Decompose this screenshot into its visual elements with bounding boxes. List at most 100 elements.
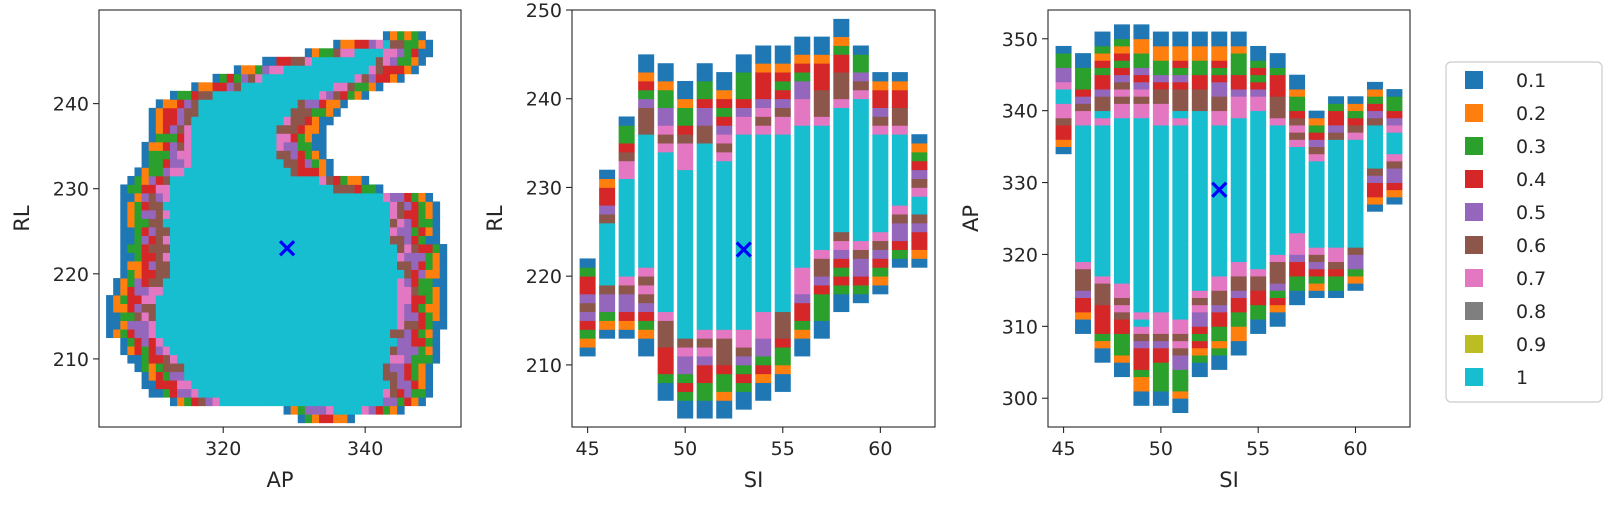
heatmap-cell: [134, 337, 142, 347]
bar-segment: [696, 338, 713, 348]
bar-segment: [794, 116, 811, 126]
bar-segment: [1191, 340, 1208, 349]
bar-segment: [1269, 276, 1286, 284]
heatmap-cell: [219, 124, 228, 134]
heatmap-cell: [347, 278, 355, 287]
heatmap-cell: [276, 158, 284, 168]
heatmap-cell: [276, 363, 284, 373]
heatmap-cell: [212, 150, 221, 160]
heatmap-cell: [354, 337, 363, 347]
heatmap-cell: [347, 175, 355, 185]
bar-segment: [1366, 204, 1383, 212]
heatmap-cell: [148, 158, 157, 168]
heatmap-cell: [141, 303, 150, 313]
bar-segment: [1328, 189, 1345, 198]
bar-segment: [1113, 146, 1130, 155]
center-marker: [1211, 181, 1228, 198]
heatmap-cell: [233, 227, 242, 236]
bar-segment: [1191, 196, 1208, 205]
bar-segment: [794, 143, 811, 153]
bar-segment: [1269, 103, 1286, 112]
heatmap-cell: [155, 312, 164, 322]
heatmap-cell: [155, 295, 164, 305]
bar-segment: [1211, 268, 1228, 277]
bar-segment: [1075, 232, 1092, 241]
bar-segment: [1347, 168, 1364, 176]
heatmap-cell: [184, 346, 192, 356]
heatmap-cell: [439, 261, 448, 270]
bar-segment: [1133, 254, 1150, 263]
bar-segment: [1113, 225, 1130, 234]
bar-segment: [794, 45, 811, 55]
heatmap-cell: [155, 218, 164, 228]
bar-segment: [696, 258, 713, 268]
legend-swatch: [1465, 71, 1483, 89]
legend-swatch: [1465, 302, 1483, 320]
heatmap-cell: [418, 209, 426, 219]
heatmap-cell: [233, 320, 242, 330]
legend-item: 0.9: [1465, 334, 1546, 356]
heatmap-cell: [191, 278, 199, 287]
heatmap-cell: [219, 286, 228, 296]
bar-segment: [657, 222, 674, 233]
bar-segment: [1094, 74, 1111, 83]
bar-segment: [1328, 125, 1345, 133]
legend-swatch: [1465, 368, 1483, 386]
heatmap-cell: [404, 192, 412, 202]
bar-segment: [599, 214, 616, 224]
bar-segment: [716, 302, 733, 313]
bar-segment: [852, 107, 869, 117]
heatmap-cell: [375, 371, 384, 381]
bar-segment: [696, 240, 713, 250]
heatmap-cell: [127, 286, 135, 296]
heatmap-cell: [297, 414, 306, 424]
heatmap-cell: [297, 371, 306, 381]
heatmap-cell: [297, 252, 306, 262]
bar-segment: [1075, 182, 1092, 191]
bar-segment: [638, 169, 655, 179]
heatmap-cell: [141, 184, 150, 194]
x-tick-label: 340: [347, 438, 383, 460]
heatmap-cell: [283, 388, 292, 398]
bar-segment: [1152, 311, 1169, 320]
heatmap-cell: [240, 209, 249, 219]
bar-segment: [1113, 311, 1130, 320]
heatmap-cell: [283, 329, 292, 339]
heatmap-cell: [361, 320, 370, 330]
bar-segment: [794, 63, 811, 73]
bar-segment: [1308, 189, 1325, 198]
heatmap-cell: [212, 303, 221, 313]
bar-segment: [1386, 110, 1403, 119]
heatmap-cell: [361, 388, 370, 398]
bar-segment: [813, 80, 830, 91]
heatmap-cell: [319, 192, 327, 202]
bar-segment: [774, 205, 791, 215]
bar-segment: [1172, 383, 1189, 392]
bar-segment: [872, 160, 889, 171]
heatmap-cell: [219, 73, 228, 83]
heatmap-cell: [198, 150, 206, 160]
bar-segment: [1191, 81, 1208, 90]
legend: 0.10.20.30.40.50.60.70.80.91: [1445, 61, 1603, 403]
bar-segment: [1172, 254, 1189, 263]
heatmap-cell: [319, 201, 327, 211]
bar-segment: [1075, 89, 1092, 97]
heatmap-cell: [283, 371, 292, 381]
heatmap-cell: [205, 397, 213, 407]
bar-segment: [911, 143, 928, 153]
heatmap-cell: [347, 286, 355, 296]
bar-segment: [599, 231, 616, 242]
heatmap-cell: [248, 116, 256, 126]
heatmap-cell: [361, 337, 370, 347]
heatmap-cell: [184, 320, 192, 330]
bar-segment: [1075, 146, 1092, 155]
bar-segment: [1113, 232, 1130, 241]
heatmap-cell: [333, 269, 341, 279]
heatmap-cell: [404, 354, 412, 364]
bar-segment: [833, 80, 850, 91]
heatmap-cell: [148, 295, 157, 305]
bar-segment: [1250, 204, 1267, 212]
heatmap-cell: [432, 295, 441, 305]
bar-segment: [1133, 160, 1150, 169]
heatmap-cell: [169, 218, 178, 228]
